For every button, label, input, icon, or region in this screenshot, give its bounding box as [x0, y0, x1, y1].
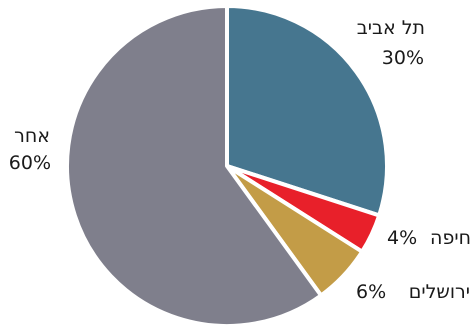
slice-label-jerusalem: ירושלים	[409, 281, 470, 303]
slice-label-haifa: חיפה	[430, 227, 471, 249]
slice-tel-aviv	[225, 4, 389, 218]
slice-other	[65, 4, 324, 326]
slice-value-tel-aviv: 30%	[382, 47, 424, 69]
slice-label-tel-aviv: תל אביב	[357, 17, 425, 39]
slice-value-jerusalem: 6%	[356, 281, 386, 303]
slice-label-other: אחר	[14, 125, 50, 147]
slice-value-other: 60%	[9, 152, 51, 174]
pie-slices	[65, 4, 389, 326]
slice-value-haifa: 4%	[387, 227, 417, 249]
